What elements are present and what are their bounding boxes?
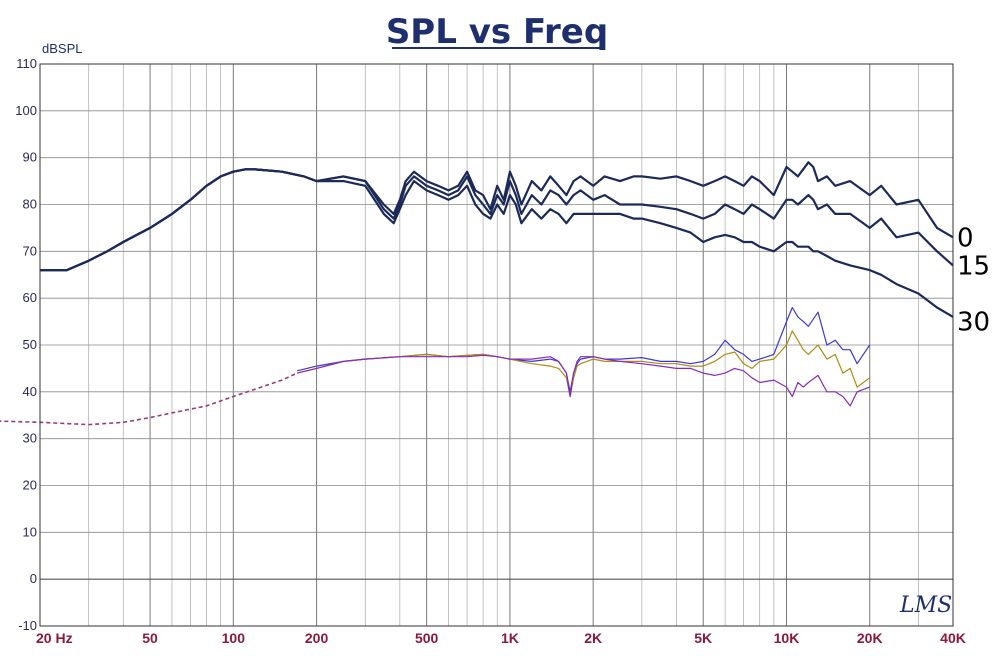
y-axis-label: dBSPL (42, 41, 82, 56)
annotation-30: 30 (957, 308, 990, 338)
x-tick-label: 10K (774, 630, 800, 646)
curve-distortion-purple (296, 354, 870, 407)
curve-distortion-purple-extension (0, 372, 298, 426)
annotation-0: 0 (957, 223, 974, 253)
x-tick-label: 2K (584, 630, 602, 646)
x-tick-label: 100 (222, 630, 246, 646)
x-tick-label: 20K (857, 630, 883, 646)
x-tick-label: 20 Hz (36, 630, 73, 646)
plot-frame (39, 63, 954, 627)
y-tick-label: 40 (23, 384, 37, 399)
y-tick-label: 10 (23, 524, 37, 539)
y-tick-label: 80 (23, 197, 37, 212)
y-tick-label: 100 (15, 103, 37, 118)
y-tick-label: 70 (23, 243, 37, 258)
y-tick-label: 30 (23, 431, 37, 446)
lms-watermark: LMS (899, 593, 952, 618)
y-tick-label: 90 (23, 150, 37, 165)
x-axis-ticks: 20 Hz 50 100 200 500 1K 2K 5K 10K 20K 40K (36, 630, 966, 646)
curve-30 (40, 168, 954, 318)
y-tick-label: 110 (16, 56, 37, 71)
curve-distortion-gold (296, 330, 871, 398)
x-tick-label: 200 (305, 630, 329, 646)
chart-title: SPL vs Freq (386, 12, 608, 52)
y-tick-label: 60 (23, 290, 37, 305)
y-tick-label: 50 (23, 337, 37, 352)
curves (0, 161, 954, 426)
y-tick-label: 20 (23, 478, 37, 493)
x-tick-label: 5K (694, 630, 712, 646)
x-tick-label: 40K (940, 630, 966, 646)
curve-annotations: 015 30 (957, 223, 990, 337)
x-tick-label: 50 (142, 630, 158, 646)
annotation-15: 15 (957, 251, 990, 281)
x-tick-label: 1K (501, 630, 519, 646)
y-tick-label: 0 (30, 571, 37, 586)
x-tick-label: 500 (415, 630, 439, 646)
y-tick-label: -10 (18, 618, 37, 633)
